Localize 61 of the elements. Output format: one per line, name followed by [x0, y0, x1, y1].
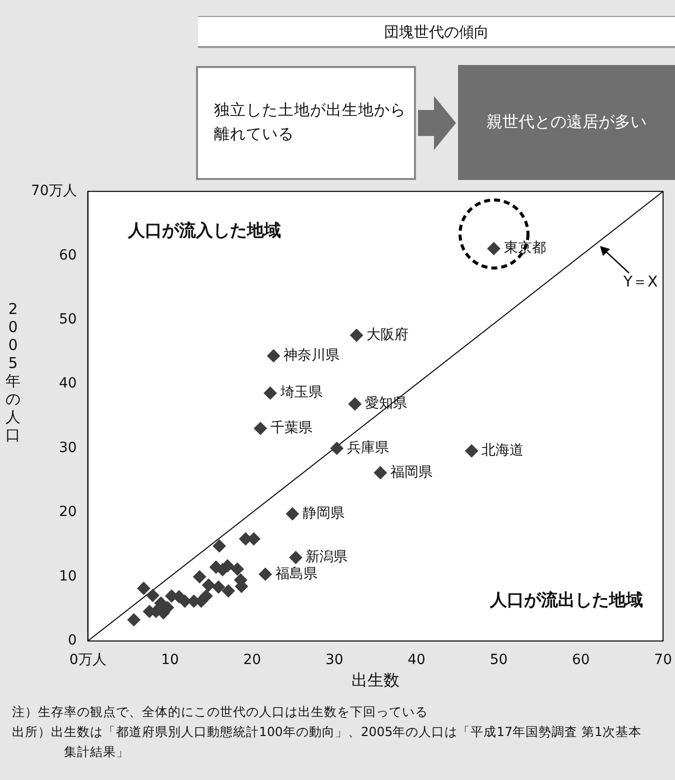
x-tick-label: 40	[408, 652, 426, 668]
text: 独立した土地が出生地から離れている	[196, 66, 416, 180]
point	[258, 568, 272, 581]
annotation: 静岡県	[302, 505, 344, 522]
point	[348, 397, 362, 410]
y-tick-label: 60	[58, 247, 77, 264]
x-tick-label: 0万人	[69, 652, 106, 668]
x-tick-label: 20	[243, 652, 262, 668]
point	[330, 442, 344, 455]
text: 注）生存率の観点で、全体的にこの世代の人口は出生数を下回っている	[12, 703, 429, 721]
point	[193, 570, 206, 584]
annotation: 神奈川県	[284, 347, 340, 364]
y-tick-label: 10	[58, 568, 77, 584]
annotation: 福岡県	[390, 464, 432, 480]
text: 親世代との遠居が多い	[458, 65, 675, 180]
annotation: 北海道	[482, 442, 524, 459]
point	[465, 444, 478, 458]
point	[178, 594, 192, 608]
point	[374, 466, 387, 480]
point	[137, 582, 150, 595]
annotation: 福島県	[275, 566, 318, 582]
point	[289, 551, 302, 564]
point	[487, 242, 500, 256]
annotation: 埼玉県	[279, 384, 322, 401]
annotation: 新潟県	[306, 549, 348, 566]
point	[212, 580, 225, 594]
x-tick-label: 60	[572, 652, 590, 668]
x-axis-title: 出生数	[351, 670, 400, 690]
annotation: 兵庫県	[346, 440, 389, 456]
point	[146, 588, 160, 602]
x-tick-label: 70	[654, 652, 672, 668]
annotation: 愛知県	[364, 396, 407, 412]
y-tick-label: 20	[58, 504, 77, 520]
y-tick-label: 70万人	[30, 183, 77, 200]
y-tick-label: 40	[58, 376, 77, 392]
annotation: 千葉県	[270, 420, 312, 436]
point	[350, 328, 364, 342]
y-tick-label: 50	[58, 312, 77, 328]
annotation: 人口が流入した地域	[126, 220, 281, 241]
annotation: Y＝X	[622, 272, 658, 291]
point	[264, 386, 277, 400]
point	[200, 590, 213, 603]
point	[254, 422, 267, 435]
y-tick-label: 0	[68, 632, 77, 649]
point	[286, 507, 299, 520]
point	[212, 539, 226, 552]
point	[221, 559, 234, 572]
x-tick-label: 30	[325, 652, 344, 668]
point	[127, 613, 140, 626]
annotation: 大阪府	[366, 326, 409, 343]
point	[222, 584, 235, 598]
y-tick-label: 30	[58, 440, 77, 456]
x-tick-label: 50	[490, 652, 508, 668]
chart-title: 団塊世代の傾向	[198, 16, 675, 48]
x-tick-label: 10	[161, 652, 179, 668]
text: 出所）出生数は「都道府県別人口動態統計100年の動向」、2005年の人口は「平成17年国勢調査 第1次基本集計結果」	[12, 723, 643, 761]
point	[230, 562, 244, 576]
annotation: 人口が流出した地域	[489, 590, 644, 610]
y-axis-title: 2005年の人口	[4, 300, 22, 444]
point	[267, 349, 280, 362]
point	[202, 578, 216, 592]
